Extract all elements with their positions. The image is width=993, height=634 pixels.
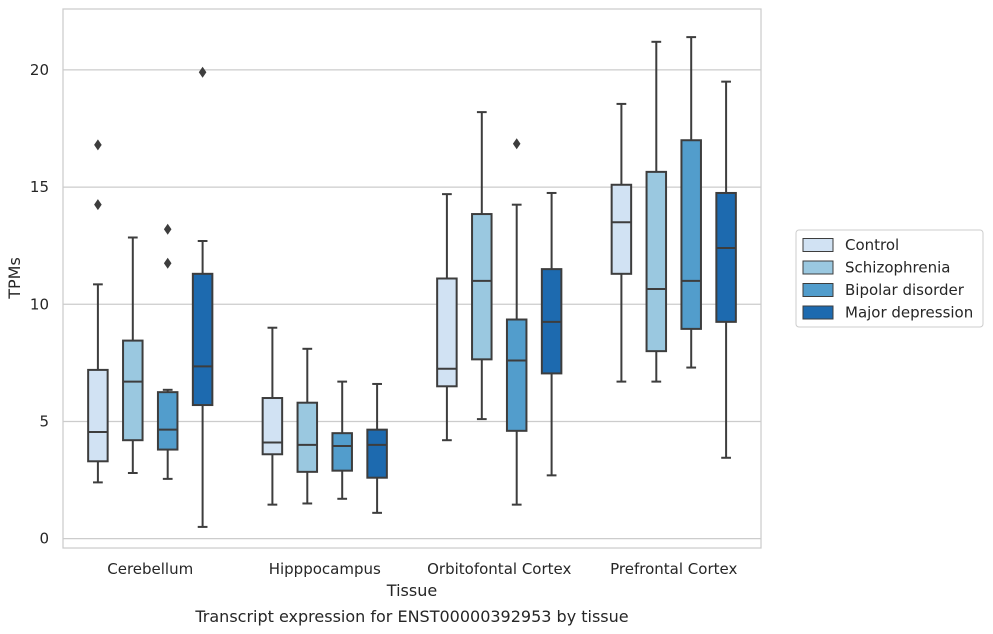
chart-caption: Transcript expression for ENST0000039295… bbox=[194, 607, 628, 626]
outlier-point bbox=[94, 199, 102, 211]
y-axis-label: TPMs bbox=[5, 257, 24, 300]
outlier-point bbox=[163, 257, 172, 269]
legend-items: Control Schizophrenia Bipolar disorder Majo… bbox=[802, 236, 973, 322]
legend-label: Bipolar disorder bbox=[845, 281, 965, 299]
box-group bbox=[471, 111, 493, 421]
box-group bbox=[331, 380, 353, 500]
outlier-point bbox=[163, 223, 172, 235]
box-group bbox=[261, 326, 284, 506]
gridlines bbox=[63, 69, 761, 540]
legend-frame bbox=[795, 229, 984, 328]
y-tick-labels: 0 5 10 15 20 bbox=[30, 61, 49, 548]
legend-swatch bbox=[802, 238, 834, 252]
y-tick-label: 0 bbox=[39, 530, 49, 548]
y-tick-label: 20 bbox=[30, 61, 49, 79]
x-tick-label: Orbitofontal Cortex bbox=[427, 560, 571, 578]
box bbox=[471, 213, 493, 361]
box-group bbox=[366, 382, 388, 514]
box bbox=[296, 401, 319, 473]
box-group bbox=[436, 193, 458, 442]
box bbox=[156, 391, 179, 451]
box-group bbox=[191, 66, 214, 528]
x-tick-label: Hipppocampus bbox=[269, 560, 381, 578]
box-group bbox=[87, 139, 109, 484]
box-group bbox=[122, 236, 144, 475]
box bbox=[261, 397, 284, 456]
legend-label: Schizophrenia bbox=[845, 259, 950, 277]
box bbox=[122, 339, 144, 442]
box-group bbox=[645, 40, 668, 383]
legend-swatch bbox=[802, 283, 834, 297]
y-tick-label: 5 bbox=[39, 412, 49, 430]
x-axis-label: Tissue bbox=[386, 581, 437, 600]
x-tick-label: Cerebellum bbox=[107, 560, 193, 578]
box-group bbox=[680, 36, 702, 369]
y-tick-label: 10 bbox=[30, 295, 49, 313]
x-tick-label: Prefrontal Cortex bbox=[610, 560, 737, 578]
box bbox=[610, 183, 633, 275]
y-tick-label: 15 bbox=[30, 178, 49, 196]
outlier-point bbox=[94, 139, 102, 151]
outlier-point bbox=[198, 66, 207, 78]
box bbox=[715, 191, 737, 323]
legend-swatch bbox=[802, 260, 834, 275]
box bbox=[366, 428, 388, 479]
box bbox=[191, 272, 214, 407]
legend-label: Control bbox=[845, 236, 899, 254]
box bbox=[680, 139, 702, 330]
box-group bbox=[296, 347, 319, 505]
plot-frame bbox=[62, 8, 762, 549]
box-group bbox=[156, 223, 179, 480]
box bbox=[645, 170, 668, 353]
box bbox=[436, 277, 458, 388]
box bbox=[87, 368, 109, 463]
legend-label: Major depression bbox=[845, 304, 973, 322]
box-group bbox=[540, 191, 563, 477]
box-groups bbox=[87, 36, 737, 528]
box-group bbox=[610, 102, 633, 383]
box-group bbox=[715, 80, 737, 459]
box bbox=[505, 318, 528, 432]
box bbox=[331, 432, 353, 472]
legend-swatch bbox=[802, 305, 834, 320]
x-tick-labels: Cerebellum Hipppocampus Orbitofontal Corte… bbox=[107, 560, 737, 578]
legend: Control Schizophrenia Bipolar disorder Majo… bbox=[795, 229, 984, 328]
box-group bbox=[505, 138, 528, 506]
outlier-point bbox=[512, 138, 521, 150]
